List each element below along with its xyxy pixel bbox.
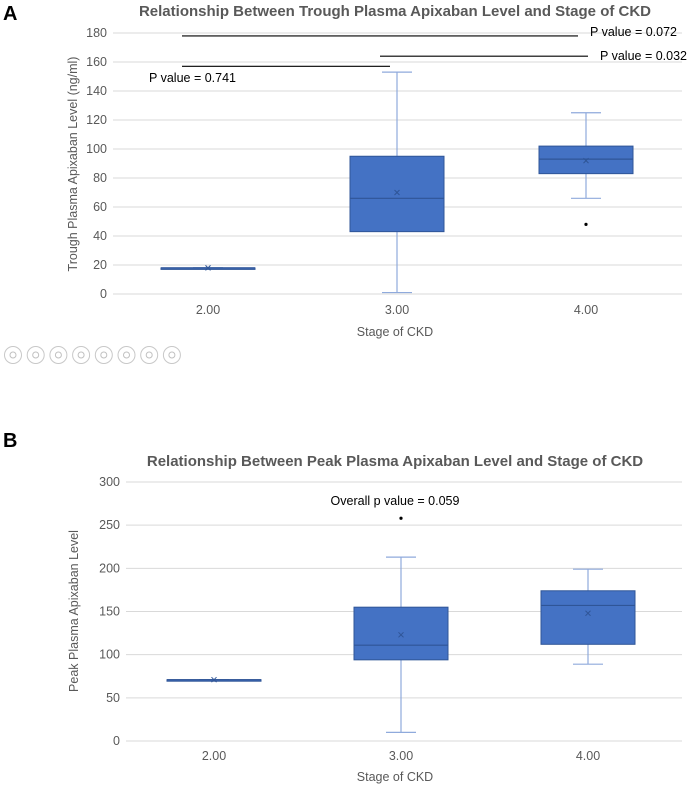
chart-trough-panel: A Relationship Between Trough Plasma Api… bbox=[3, 3, 687, 339]
panel-letter-b: B bbox=[3, 430, 17, 452]
mean-marker bbox=[583, 157, 589, 164]
more-icon-ring bbox=[162, 346, 181, 364]
y-tick-label-trough: 80 bbox=[93, 171, 107, 185]
box-peak-stage-3.00 bbox=[353, 516, 449, 733]
y-tick-label-trough: 20 bbox=[93, 258, 107, 272]
mean-marker bbox=[398, 631, 404, 638]
x-axis-label-trough: Stage of CKD bbox=[357, 325, 433, 339]
y-tick-label-peak: 300 bbox=[99, 475, 120, 489]
copy-icon-ring bbox=[72, 346, 91, 364]
box-trough-stage-3.00 bbox=[349, 71, 445, 294]
previous-icon-ring bbox=[4, 346, 22, 364]
zoom-icon-ring bbox=[94, 346, 113, 364]
y-axis-label-trough: Trough Plasma Apixaban Level (ng/ml) bbox=[66, 57, 80, 272]
overall-p-value-label: Overall p value = 0.059 bbox=[331, 494, 460, 508]
iqr-box bbox=[353, 606, 449, 661]
p-value-label: P value = 0.741 bbox=[149, 71, 236, 85]
x-tick-label-peak: 2.00 bbox=[202, 749, 226, 763]
box-peak-stage-4.00 bbox=[540, 568, 636, 665]
iqr-box bbox=[349, 155, 445, 233]
copy-icon-glyph bbox=[77, 351, 85, 359]
y-tick-label-peak: 50 bbox=[106, 691, 120, 705]
y-tick-label-peak: 150 bbox=[99, 605, 120, 619]
slideshow-toolbar bbox=[4, 346, 181, 364]
iqr-box bbox=[538, 145, 634, 175]
mean-marker bbox=[394, 189, 400, 196]
y-tick-label-trough: 160 bbox=[86, 55, 107, 69]
y-tick-label-trough: 100 bbox=[86, 142, 107, 156]
next-icon[interactable] bbox=[26, 346, 45, 364]
x-tick-label-peak: 4.00 bbox=[576, 749, 600, 763]
panel-letter-a: A bbox=[3, 3, 17, 25]
pen-icon[interactable] bbox=[49, 346, 68, 364]
video-icon-ring bbox=[140, 346, 159, 364]
y-tick-label-trough: 180 bbox=[86, 26, 107, 40]
y-tick-label-trough: 40 bbox=[93, 229, 107, 243]
pen-icon-glyph bbox=[54, 351, 62, 359]
previous-icon[interactable] bbox=[4, 346, 22, 364]
y-tick-label-peak: 0 bbox=[113, 734, 120, 748]
chart-title-peak: Relationship Between Peak Plasma Apixaba… bbox=[147, 453, 643, 470]
video-icon-glyph bbox=[145, 351, 153, 359]
x-tick-label-trough: 3.00 bbox=[385, 303, 409, 317]
zoom-icon-glyph bbox=[100, 351, 108, 359]
next-icon-glyph bbox=[32, 351, 40, 359]
slides-icon-glyph bbox=[123, 351, 130, 359]
outlier-point bbox=[399, 516, 403, 520]
box-trough-stage-4.00 bbox=[538, 112, 634, 226]
more-icon-glyph bbox=[168, 351, 176, 359]
y-tick-label-trough: 60 bbox=[93, 200, 107, 214]
next-icon-ring bbox=[26, 346, 45, 364]
mean-marker bbox=[211, 676, 217, 683]
previous-icon-glyph bbox=[9, 351, 17, 359]
slides-icon[interactable] bbox=[117, 346, 136, 364]
y-tick-label-peak: 100 bbox=[99, 648, 120, 662]
video-icon[interactable] bbox=[140, 346, 159, 364]
more-icon[interactable] bbox=[162, 346, 181, 364]
pen-icon-ring bbox=[49, 346, 68, 364]
p-value-label: P value = 0.072 bbox=[590, 25, 677, 39]
y-tick-label-peak: 250 bbox=[99, 518, 120, 532]
y-tick-label-trough: 140 bbox=[86, 84, 107, 98]
slides-icon-ring bbox=[117, 346, 136, 364]
mean-marker bbox=[585, 610, 591, 617]
y-tick-label-trough: 0 bbox=[100, 287, 107, 301]
x-tick-label-trough: 2.00 bbox=[196, 303, 220, 317]
chart-title-trough: Relationship Between Trough Plasma Apixa… bbox=[139, 3, 651, 20]
mean-marker bbox=[205, 265, 211, 271]
x-axis-label-peak: Stage of CKD bbox=[357, 770, 433, 784]
x-tick-label-trough: 4.00 bbox=[574, 303, 598, 317]
box-peak-stage-2.00 bbox=[166, 676, 262, 683]
chart-peak-panel: B Relationship Between Peak Plasma Apixa… bbox=[3, 430, 682, 784]
y-tick-label-peak: 200 bbox=[99, 561, 120, 575]
copy-icon[interactable] bbox=[72, 346, 91, 364]
box-trough-stage-2.00 bbox=[160, 265, 256, 271]
y-tick-label-trough: 120 bbox=[86, 113, 107, 127]
zoom-icon[interactable] bbox=[94, 346, 113, 364]
x-tick-label-peak: 3.00 bbox=[389, 749, 413, 763]
p-value-label: P value = 0.032 bbox=[600, 49, 687, 63]
outlier-point bbox=[584, 222, 588, 226]
y-axis-label-peak: Peak Plasma Apixaban Level bbox=[67, 530, 81, 692]
iqr-box bbox=[540, 590, 636, 645]
